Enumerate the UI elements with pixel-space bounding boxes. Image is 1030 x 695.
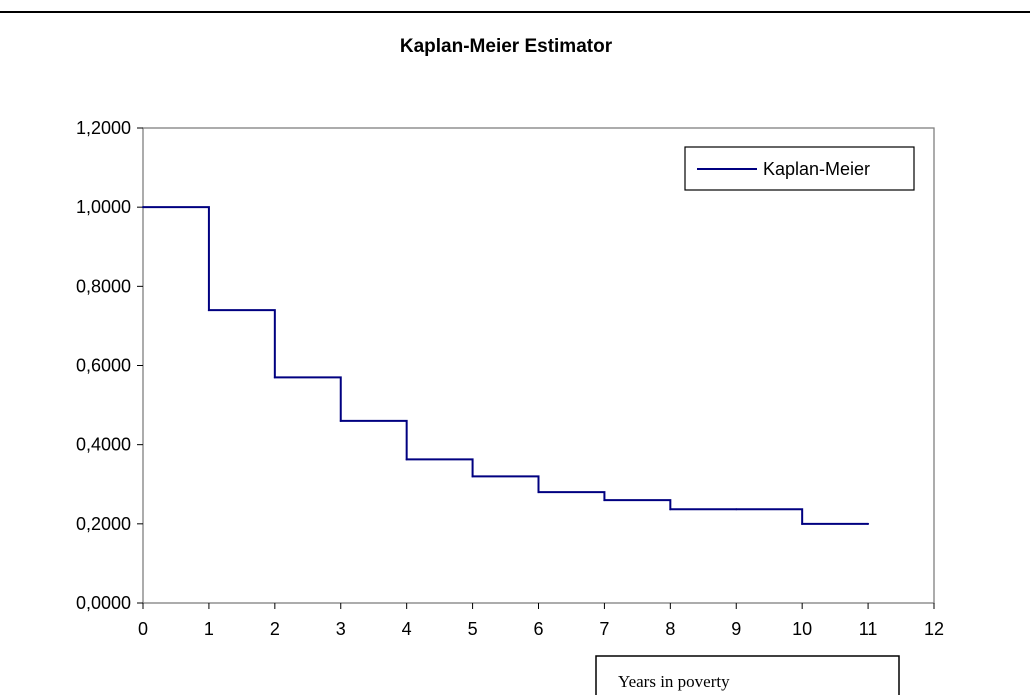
top-rule xyxy=(0,11,1030,13)
data-point xyxy=(801,522,804,525)
y-tick-label: 0,8000 xyxy=(76,276,131,296)
x-tick-label: 9 xyxy=(731,619,741,639)
y-tick-label: 0,0000 xyxy=(76,593,131,613)
data-point xyxy=(142,206,144,209)
legend: Kaplan-Meier xyxy=(684,146,915,191)
data-point xyxy=(207,309,210,312)
y-tick-label: 1,2000 xyxy=(76,118,131,138)
x-tick-label: 11 xyxy=(859,619,878,639)
x-axis-label-box: Years in poverty xyxy=(595,655,900,695)
plot-area xyxy=(142,127,935,604)
legend-label: Kaplan-Meier xyxy=(763,159,870,179)
x-tick-label: 2 xyxy=(270,619,280,639)
y-tick-label: 1,0000 xyxy=(76,197,131,217)
x-tick-label: 12 xyxy=(924,619,944,639)
x-tick-label: 3 xyxy=(336,619,346,639)
series-layer xyxy=(142,206,870,525)
y-tick-label: 0,4000 xyxy=(76,435,131,455)
x-tick-label: 4 xyxy=(402,619,412,639)
x-tick-label: 7 xyxy=(599,619,609,639)
data-point xyxy=(339,419,342,422)
data-point xyxy=(669,508,672,511)
x-tick-label: 1 xyxy=(204,619,214,639)
data-point xyxy=(735,508,738,511)
series-line xyxy=(143,206,869,525)
x-tick-label: 5 xyxy=(468,619,478,639)
data-point xyxy=(867,522,870,525)
y-tick-label: 0,6000 xyxy=(76,356,131,376)
chart-title: Kaplan-Meier Estimator xyxy=(400,36,613,57)
x-tick-label: 10 xyxy=(792,619,812,639)
data-point xyxy=(405,458,408,461)
data-point xyxy=(273,376,276,379)
x-axis-label: Years in poverty xyxy=(618,672,730,691)
x-tick-label: 6 xyxy=(533,619,543,639)
xlabel-box xyxy=(595,655,900,695)
x-tick-label: 8 xyxy=(665,619,675,639)
y-axis: 0,0000 0,2000 0,4000 0,6000 0,8000 1,0000 1,20… xyxy=(76,118,143,613)
data-point xyxy=(471,475,474,478)
x-tick-label: 0 xyxy=(138,619,148,639)
x-axis: 0 1 2 3 4 5 6 7 8 9 10 11 12 xyxy=(138,603,944,639)
data-point xyxy=(603,499,606,502)
data-point xyxy=(537,491,540,494)
y-tick-label: 0,2000 xyxy=(76,514,131,534)
